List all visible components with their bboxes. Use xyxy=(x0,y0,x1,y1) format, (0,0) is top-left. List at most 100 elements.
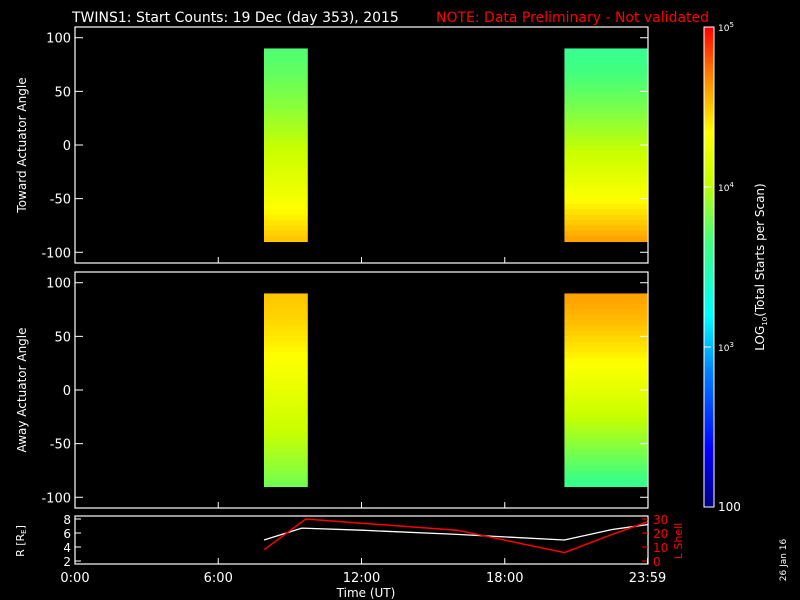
heatmap-cell xyxy=(564,454,648,461)
l-shell-tick-label: 0 xyxy=(653,555,661,569)
colorbar-tick-label: 105 xyxy=(718,21,734,34)
heatmap-cell xyxy=(564,325,648,332)
l-shell-tick-label: 20 xyxy=(653,527,668,541)
heatmap-cell xyxy=(264,465,308,471)
heatmap-cell xyxy=(264,298,308,305)
heatmap-cell xyxy=(264,187,308,194)
heatmap-cell xyxy=(264,102,308,108)
heatmap-cell xyxy=(564,443,648,450)
heatmap-cell xyxy=(264,96,308,103)
heatmap-cell xyxy=(564,225,648,232)
heatmap-cell xyxy=(564,220,648,226)
heatmap-cell xyxy=(564,150,648,157)
heatmap-cell xyxy=(564,230,648,237)
heatmap-cell xyxy=(564,449,648,455)
heatmap-cell xyxy=(264,155,308,162)
heatmap-cell xyxy=(264,438,308,445)
time-x-axis: 0:00 6:00 12:00 18:00 23:59 xyxy=(60,558,666,586)
heatmap-cell xyxy=(564,465,648,471)
heatmap-cell xyxy=(264,59,308,66)
heatmap-cell xyxy=(564,80,648,87)
l-shell-axis-label: L Shell xyxy=(672,523,685,559)
heatmap-cell xyxy=(264,230,308,237)
heatmap-cell xyxy=(564,352,648,359)
heatmap-cell xyxy=(264,347,308,353)
heatmap-cell xyxy=(564,96,648,103)
heatmap-cell xyxy=(564,427,648,434)
heatmap-cell xyxy=(564,155,648,162)
heatmap-cell xyxy=(564,182,648,189)
heatmap-cell xyxy=(264,400,308,407)
heatmap-cell xyxy=(564,373,648,380)
heatmap-cell xyxy=(564,395,648,402)
colorbar xyxy=(703,26,715,508)
heatmap-cell xyxy=(264,390,308,396)
heatmap-cell xyxy=(264,182,308,189)
heatmap-cell xyxy=(564,422,648,429)
heatmap-cell xyxy=(264,209,308,216)
heatmap-cell xyxy=(564,390,648,396)
heatmap-cell xyxy=(264,416,308,423)
heatmap-cell xyxy=(564,59,648,66)
y-tick-label: -100 xyxy=(41,491,71,506)
heatmap-cell xyxy=(264,309,308,316)
r-tick-label: 4 xyxy=(63,541,71,555)
heatmap-cell xyxy=(264,171,308,178)
heatmap-cell xyxy=(264,64,308,71)
heatmap-cell xyxy=(264,384,308,391)
heatmap-cell xyxy=(264,475,308,482)
heatmap-cell xyxy=(564,112,648,119)
heatmap-cell xyxy=(264,107,308,114)
heatmap-cell xyxy=(264,320,308,327)
y-tick-label: 100 xyxy=(46,277,71,292)
toward-heatmap xyxy=(264,48,648,243)
r-tick-label: 2 xyxy=(63,555,71,569)
heatmap-cell xyxy=(264,481,308,488)
heatmap-cell xyxy=(564,166,648,173)
heatmap-cell xyxy=(264,214,308,221)
heatmap-cell xyxy=(264,363,308,370)
heatmap-cell xyxy=(564,320,648,327)
heatmap-cell xyxy=(564,304,648,311)
heatmap-cell xyxy=(264,75,308,82)
colorbar-ticks: 105 104 103 100 xyxy=(704,21,741,514)
heatmap-cell xyxy=(564,411,648,418)
heatmap-cell xyxy=(264,325,308,332)
heatmap-cell xyxy=(564,161,648,167)
heatmap-cell xyxy=(264,293,308,300)
heatmap-cell xyxy=(564,214,648,221)
y-tick-label: 50 xyxy=(54,85,71,100)
heatmap-cell xyxy=(264,432,308,439)
heatmap-cell xyxy=(264,166,308,173)
heatmap-cell xyxy=(564,123,648,130)
heatmap-cell xyxy=(264,139,308,146)
heatmap-cell xyxy=(564,64,648,71)
heatmap-cell xyxy=(564,400,648,407)
heatmap-cell xyxy=(264,459,308,466)
heatmap-cell xyxy=(564,298,648,305)
away-panel-frame xyxy=(74,271,649,509)
heatmap-cell xyxy=(264,220,308,226)
time-tick-label: 6:00 xyxy=(204,571,233,586)
heatmap-cell xyxy=(264,112,308,119)
colorbar-label: LOG10(Total Starts per Scan) xyxy=(753,183,769,350)
l-shell-tick-label: 30 xyxy=(653,513,668,527)
y-tick-label: -50 xyxy=(50,438,71,453)
heatmap-cell xyxy=(264,134,308,141)
heatmap-cell xyxy=(264,204,308,210)
heatmap-cell xyxy=(564,204,648,210)
heatmap-cell xyxy=(564,48,648,55)
heatmap-cell xyxy=(564,341,648,348)
heatmap-cell xyxy=(564,102,648,108)
heatmap-cell xyxy=(564,432,648,439)
heatmap-cell xyxy=(264,198,308,205)
heatmap-cell xyxy=(564,363,648,370)
heatmap-cell xyxy=(264,373,308,380)
heatmap-cell xyxy=(564,406,648,412)
r-tick-label: 6 xyxy=(63,527,71,541)
heatmap-cell xyxy=(564,357,648,364)
heatmap-cell xyxy=(564,459,648,466)
heatmap-cell xyxy=(564,171,648,178)
